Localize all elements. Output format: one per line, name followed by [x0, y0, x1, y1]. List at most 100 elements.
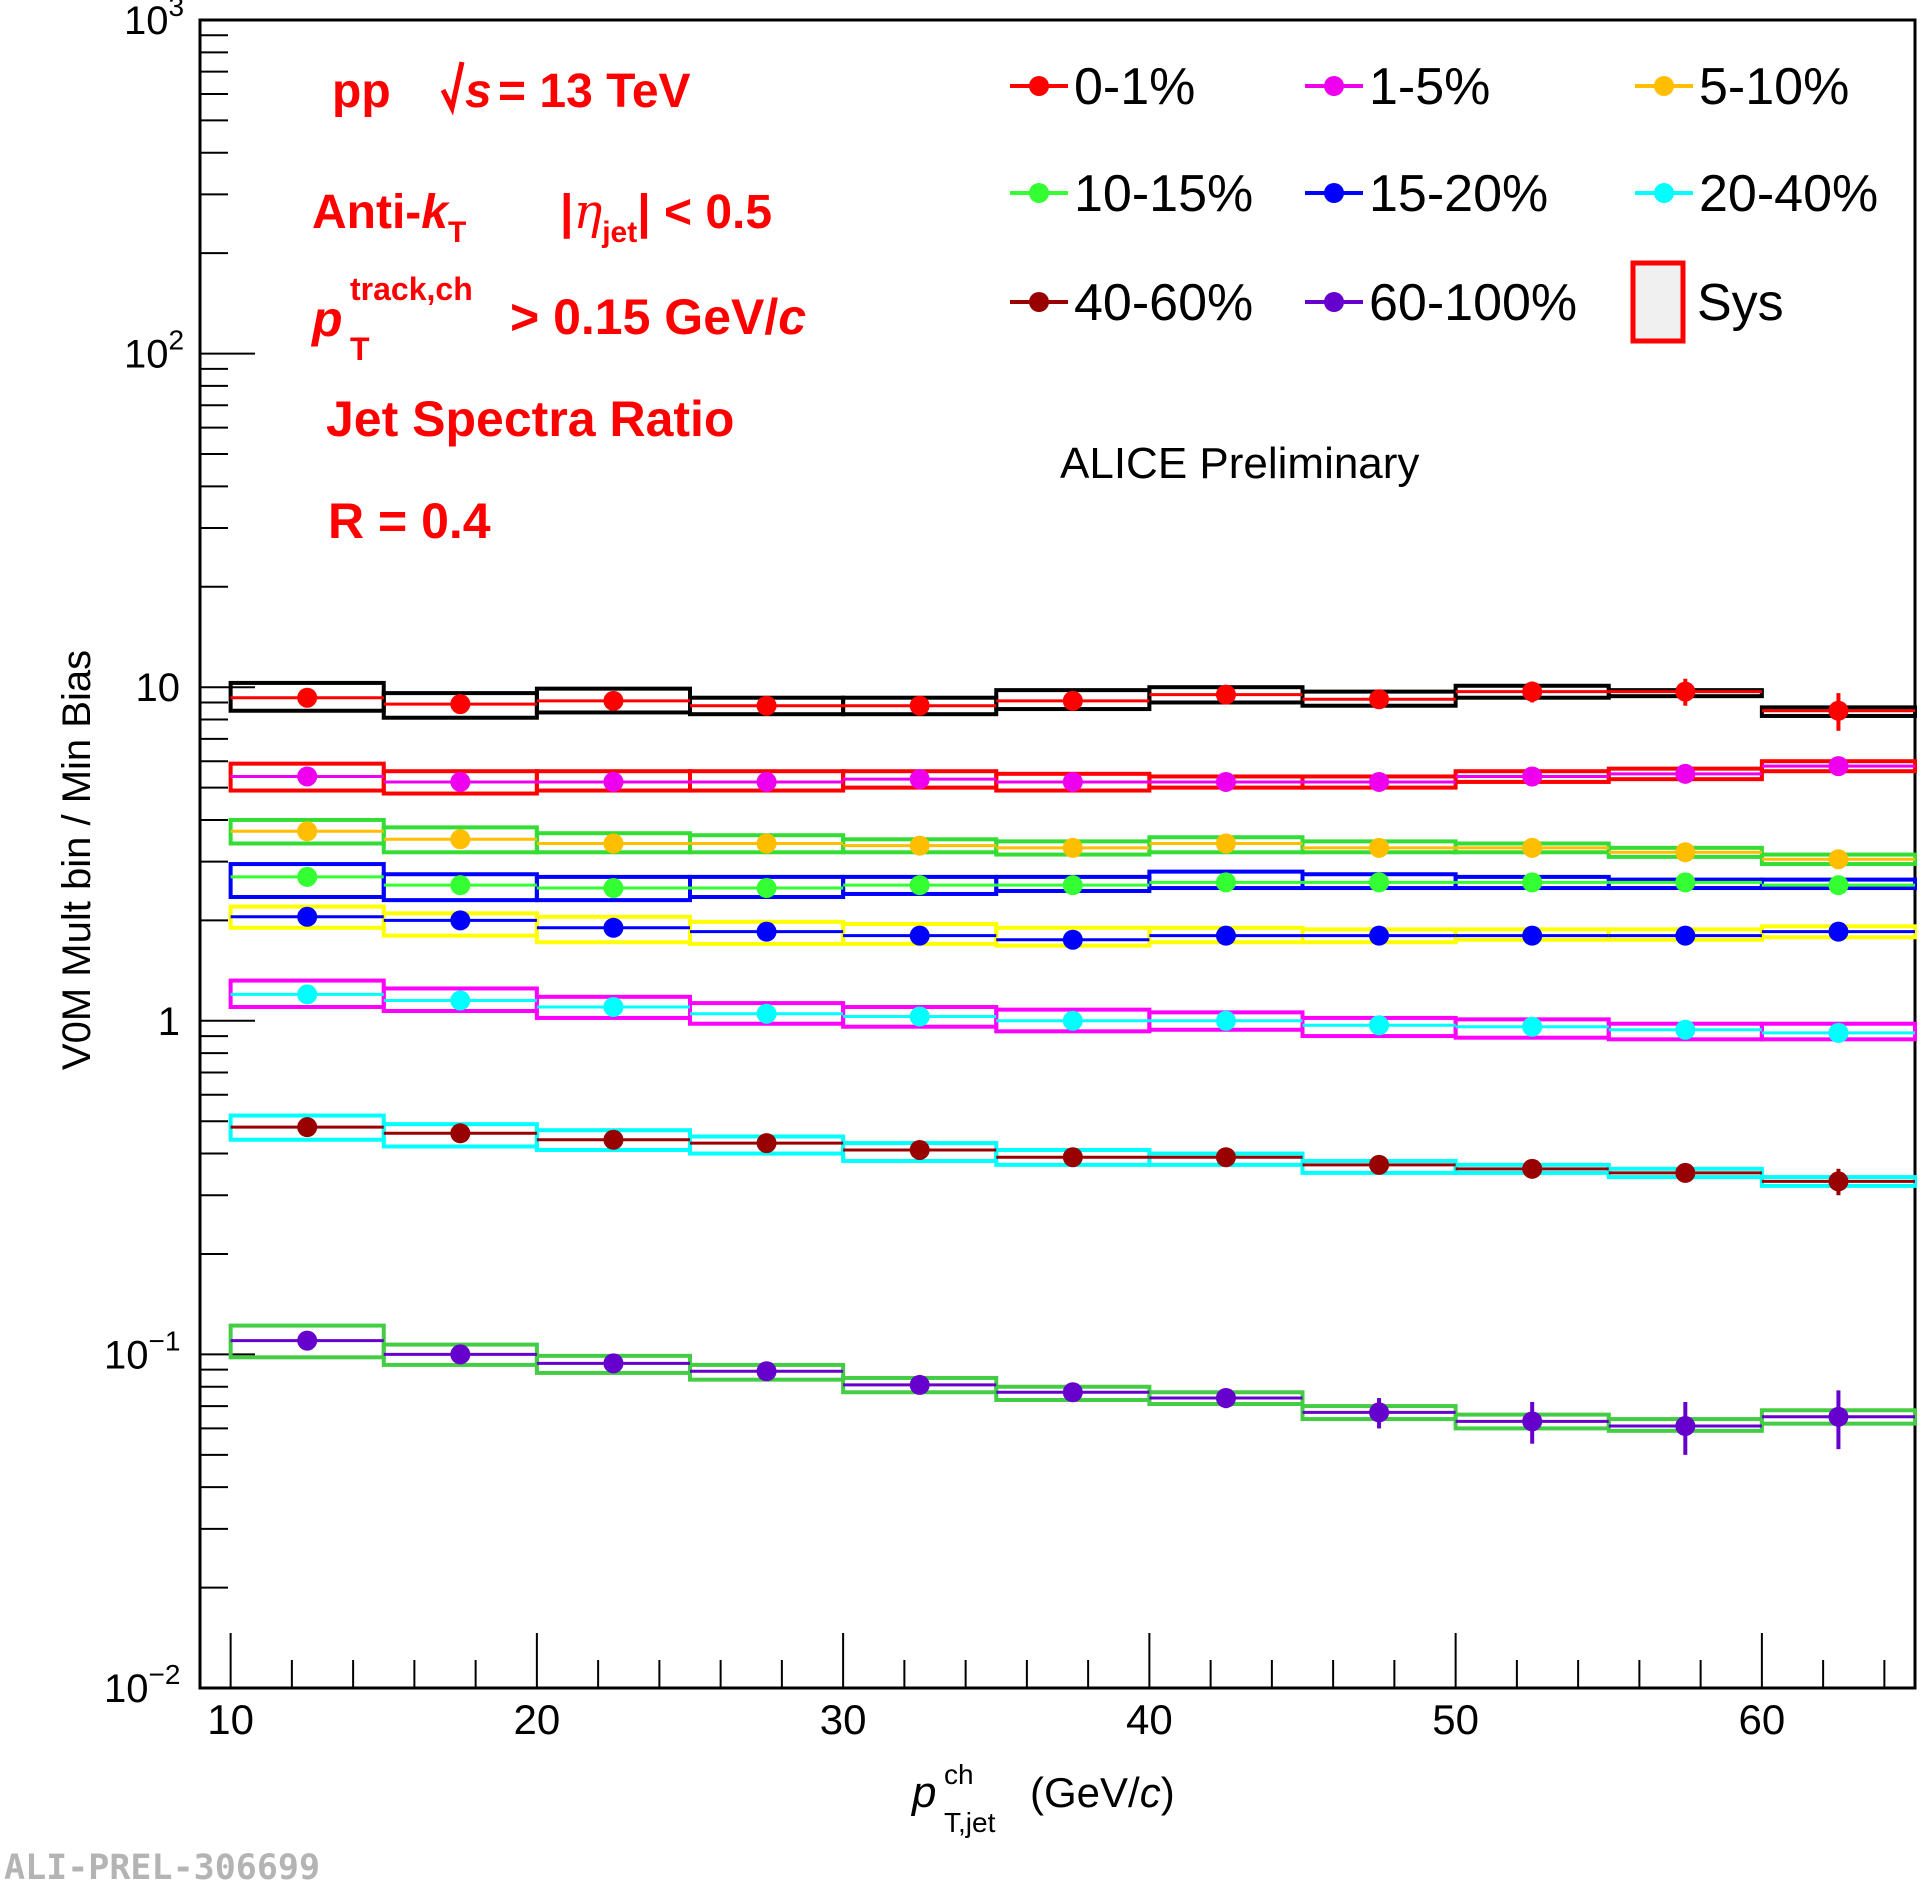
data-point — [1828, 1406, 1849, 1427]
x-tick-label: 40 — [1126, 1696, 1173, 1743]
data-point — [1062, 771, 1083, 792]
legend-marker — [1029, 292, 1049, 312]
x-tick-label: 30 — [820, 1696, 867, 1743]
data-points — [230, 678, 1915, 1455]
data-point — [1369, 771, 1390, 792]
data-point — [756, 771, 777, 792]
data-point — [1675, 872, 1696, 893]
data-point — [909, 835, 930, 856]
data-point — [603, 690, 624, 711]
data-point — [297, 766, 318, 787]
data-point — [756, 1003, 777, 1024]
legend-marker — [1324, 76, 1344, 96]
data-point — [450, 910, 471, 931]
data-point — [756, 1361, 777, 1382]
data-point — [1522, 766, 1543, 787]
watermark: ALI-PREL-306699 — [4, 1848, 321, 1888]
data-point — [450, 990, 471, 1011]
x-tick-label: 50 — [1432, 1696, 1479, 1743]
data-point — [297, 984, 318, 1005]
data-point — [1062, 1382, 1083, 1403]
data-point — [909, 769, 930, 790]
data-point — [1369, 1402, 1390, 1423]
legend-sys-box — [1630, 260, 1686, 344]
data-point — [1369, 872, 1390, 893]
data-point — [1215, 684, 1236, 705]
data-point — [450, 1123, 471, 1144]
data-point — [1522, 872, 1543, 893]
data-point — [909, 695, 930, 716]
data-point — [603, 1353, 624, 1374]
legend-label: 60-100% — [1369, 274, 1577, 332]
annotation-ratio: Jet Spectra Ratio — [326, 391, 734, 447]
data-point — [909, 1139, 930, 1160]
data-point — [1369, 1154, 1390, 1175]
data-point — [1215, 1147, 1236, 1168]
x-axis-title-unit: (GeV/c) — [1030, 1769, 1175, 1816]
data-point — [1369, 689, 1390, 710]
x-tick-label: 20 — [514, 1696, 561, 1743]
data-point — [1369, 837, 1390, 858]
data-point — [1675, 763, 1696, 784]
y-tick-label: 103 — [124, 0, 184, 43]
sqrt-s-symbol: s — [440, 61, 492, 118]
legend-label: 40-60% — [1074, 274, 1253, 332]
annotation-radius: R = 0.4 — [328, 493, 491, 549]
data-point — [297, 906, 318, 927]
data-point — [1062, 875, 1083, 896]
data-point — [1062, 1147, 1083, 1168]
annotation-system: pp — [332, 65, 391, 118]
data-point — [909, 1006, 930, 1027]
data-point — [603, 1129, 624, 1150]
data-point — [1675, 1019, 1696, 1040]
data-point — [1215, 872, 1236, 893]
svg-text:s: s — [465, 65, 492, 118]
data-point — [756, 878, 777, 899]
data-point — [603, 771, 624, 792]
data-point — [1675, 842, 1696, 863]
legend-marker — [1324, 292, 1344, 312]
data-point — [1215, 925, 1236, 946]
data-point — [1675, 925, 1696, 946]
data-point — [1828, 849, 1849, 870]
data-point — [297, 821, 318, 842]
data-point — [1062, 690, 1083, 711]
data-point — [450, 694, 471, 715]
data-point — [603, 878, 624, 899]
data-point — [603, 917, 624, 938]
legend-label: 15-20% — [1369, 165, 1548, 223]
annotation-pt-symbol: p — [310, 291, 343, 347]
data-point — [756, 921, 777, 942]
data-point — [756, 1133, 777, 1154]
annotation-pt-sub: T — [350, 331, 370, 367]
data-point — [909, 925, 930, 946]
x-axis-title: p ch T,jet (GeV/c) — [910, 1759, 1175, 1838]
data-point — [1215, 833, 1236, 854]
data-point — [450, 875, 471, 896]
annotation-pt-cut: > 0.15 GeV/c — [510, 289, 806, 345]
data-point — [297, 866, 318, 887]
legend-marker — [1029, 76, 1049, 96]
data-point — [1828, 700, 1849, 721]
data-point — [1522, 837, 1543, 858]
data-point — [756, 833, 777, 854]
y-tick-label: 10−1 — [104, 1325, 180, 1377]
x-tick-label: 10 — [207, 1696, 254, 1743]
data-point — [450, 1344, 471, 1365]
data-point — [1828, 921, 1849, 942]
x-axis-title-p: p — [910, 1768, 936, 1817]
systematic-boxes — [228, 680, 1917, 1433]
data-point — [1675, 1416, 1696, 1437]
data-point — [1522, 925, 1543, 946]
data-point — [450, 771, 471, 792]
data-point — [1522, 1016, 1543, 1037]
legend-label: 0-1% — [1074, 58, 1195, 116]
data-point — [1828, 875, 1849, 896]
data-point — [1062, 929, 1083, 950]
annotation-algorithm: Anti-kT — [312, 186, 466, 249]
legend-marker — [1324, 183, 1344, 203]
annotation-eta-cut: |ηjet| < 0.5 — [560, 184, 772, 249]
x-tick-label: 60 — [1739, 1696, 1786, 1743]
